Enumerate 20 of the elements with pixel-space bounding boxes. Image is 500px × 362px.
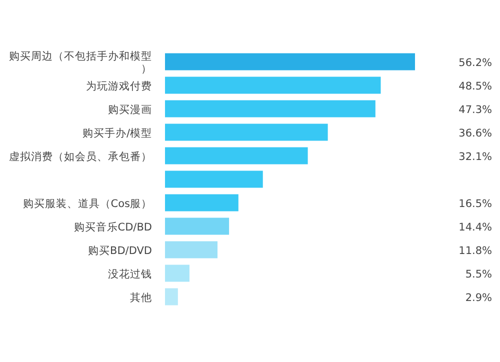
data-label: 32.1% <box>458 150 492 163</box>
y-tick-label: 购买手办/模型 <box>82 126 152 140</box>
data-label: 48.5% <box>458 80 492 92</box>
y-tick-label: 为玩游戏付费 <box>86 79 152 92</box>
y-tick-label: 购买BD/DVD <box>88 244 152 257</box>
y-tick-label: 购买音乐CD/BD <box>74 220 152 234</box>
y-tick-label: 其他 <box>130 290 152 304</box>
data-label: 56.2% <box>458 56 492 69</box>
y-tick-label: 购买服装、道具（Cos服） <box>22 196 152 210</box>
data-label: 47.3% <box>458 104 492 116</box>
y-tick-label: 购买周边（不包括手办和模型） <box>9 50 152 75</box>
y-tick-label: 购买漫画 <box>108 104 152 116</box>
data-label: 5.5% <box>465 268 492 280</box>
y-tick-label: 没花过钱 <box>108 267 152 280</box>
data-label: 14.4% <box>458 221 492 234</box>
data-label: 2.9% <box>465 292 492 304</box>
data-label: 36.6% <box>458 127 492 140</box>
data-label: 16.5% <box>458 198 492 210</box>
y-tick-label: 虚拟消费（如会员、承包番） <box>9 150 152 163</box>
data-label: 11.8% <box>458 244 492 257</box>
